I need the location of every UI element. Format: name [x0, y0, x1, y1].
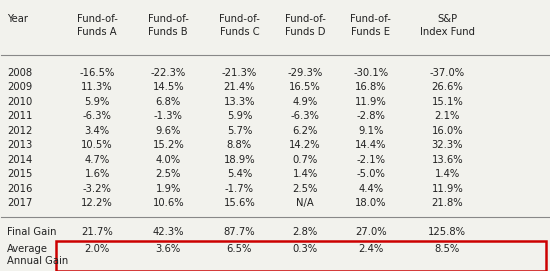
Text: 12.2%: 12.2% [81, 198, 113, 208]
Text: S&P
Index Fund: S&P Index Fund [420, 14, 475, 37]
Text: 1.9%: 1.9% [156, 184, 181, 194]
Text: -1.7%: -1.7% [225, 184, 254, 194]
Text: Average
Annual Gain: Average Annual Gain [7, 244, 68, 266]
Text: 6.8%: 6.8% [156, 97, 181, 107]
Text: -37.0%: -37.0% [430, 67, 465, 78]
Text: 13.3%: 13.3% [224, 97, 255, 107]
Text: 1.6%: 1.6% [85, 169, 110, 179]
Text: 0.7%: 0.7% [293, 155, 318, 165]
Text: 16.0%: 16.0% [432, 126, 463, 136]
Text: -30.1%: -30.1% [353, 67, 388, 78]
Text: 6.5%: 6.5% [227, 244, 252, 254]
Text: 11.3%: 11.3% [81, 82, 113, 92]
Text: 2009: 2009 [7, 82, 32, 92]
Text: 27.0%: 27.0% [355, 227, 387, 237]
Text: 9.1%: 9.1% [358, 126, 383, 136]
Text: -22.3%: -22.3% [151, 67, 186, 78]
Text: 3.6%: 3.6% [156, 244, 181, 254]
Text: 18.0%: 18.0% [355, 198, 387, 208]
Text: 4.9%: 4.9% [293, 97, 318, 107]
Text: 6.2%: 6.2% [293, 126, 318, 136]
Text: 3.4%: 3.4% [85, 126, 109, 136]
Text: 2017: 2017 [7, 198, 32, 208]
Text: Year: Year [7, 14, 28, 24]
Text: -3.2%: -3.2% [82, 184, 112, 194]
Text: 2.5%: 2.5% [156, 169, 181, 179]
Text: 32.3%: 32.3% [432, 140, 463, 150]
Text: -1.3%: -1.3% [154, 111, 183, 121]
Text: 21.7%: 21.7% [81, 227, 113, 237]
Text: -6.3%: -6.3% [82, 111, 112, 121]
Text: 87.7%: 87.7% [224, 227, 255, 237]
Text: 5.9%: 5.9% [85, 97, 110, 107]
Text: 2011: 2011 [7, 111, 32, 121]
Text: 11.9%: 11.9% [432, 184, 463, 194]
Text: 21.4%: 21.4% [224, 82, 255, 92]
Text: N/A: N/A [296, 198, 314, 208]
Text: 4.7%: 4.7% [85, 155, 110, 165]
Text: 2010: 2010 [7, 97, 32, 107]
Text: -29.3%: -29.3% [288, 67, 323, 78]
Text: 13.6%: 13.6% [432, 155, 463, 165]
Text: 26.6%: 26.6% [432, 82, 463, 92]
Text: -5.0%: -5.0% [356, 169, 385, 179]
Text: 16.8%: 16.8% [355, 82, 387, 92]
Text: Final Gain: Final Gain [7, 227, 56, 237]
Text: -2.8%: -2.8% [356, 111, 385, 121]
Text: 125.8%: 125.8% [428, 227, 466, 237]
Text: -2.1%: -2.1% [356, 155, 385, 165]
Text: 15.6%: 15.6% [223, 198, 255, 208]
Text: 10.5%: 10.5% [81, 140, 113, 150]
Text: 9.6%: 9.6% [156, 126, 181, 136]
Text: 8.5%: 8.5% [434, 244, 460, 254]
Text: -6.3%: -6.3% [290, 111, 320, 121]
Text: 2016: 2016 [7, 184, 32, 194]
Text: 2.1%: 2.1% [434, 111, 460, 121]
Text: 2.0%: 2.0% [85, 244, 110, 254]
Text: 1.4%: 1.4% [434, 169, 460, 179]
Text: 4.4%: 4.4% [358, 184, 383, 194]
Text: 2013: 2013 [7, 140, 32, 150]
Text: 18.9%: 18.9% [224, 155, 255, 165]
Text: 42.3%: 42.3% [152, 227, 184, 237]
Text: 2.4%: 2.4% [358, 244, 383, 254]
Text: 14.4%: 14.4% [355, 140, 387, 150]
Text: -16.5%: -16.5% [79, 67, 115, 78]
Text: Fund-of-
Funds E: Fund-of- Funds E [350, 14, 391, 37]
Text: 16.5%: 16.5% [289, 82, 321, 92]
Text: Fund-of-
Funds C: Fund-of- Funds C [219, 14, 260, 37]
Text: Fund-of-
Funds A: Fund-of- Funds A [76, 14, 118, 37]
Text: 8.8%: 8.8% [227, 140, 252, 150]
Text: Fund-of-
Funds B: Fund-of- Funds B [148, 14, 189, 37]
Text: 15.2%: 15.2% [152, 140, 184, 150]
Text: 15.1%: 15.1% [432, 97, 463, 107]
Text: 14.5%: 14.5% [152, 82, 184, 92]
Text: 14.2%: 14.2% [289, 140, 321, 150]
Text: 2008: 2008 [7, 67, 32, 78]
Text: 2.8%: 2.8% [293, 227, 318, 237]
Text: 2014: 2014 [7, 155, 32, 165]
Text: 4.0%: 4.0% [156, 155, 181, 165]
Text: 21.8%: 21.8% [432, 198, 463, 208]
Text: 11.9%: 11.9% [355, 97, 387, 107]
Text: 5.4%: 5.4% [227, 169, 252, 179]
Text: 5.7%: 5.7% [227, 126, 252, 136]
Text: 10.6%: 10.6% [152, 198, 184, 208]
Text: 2.5%: 2.5% [293, 184, 318, 194]
Text: 5.9%: 5.9% [227, 111, 252, 121]
Text: 2012: 2012 [7, 126, 32, 136]
Text: 1.4%: 1.4% [293, 169, 318, 179]
Text: 0.3%: 0.3% [293, 244, 318, 254]
Text: Fund-of-
Funds D: Fund-of- Funds D [285, 14, 326, 37]
Text: 2015: 2015 [7, 169, 32, 179]
Text: -21.3%: -21.3% [222, 67, 257, 78]
